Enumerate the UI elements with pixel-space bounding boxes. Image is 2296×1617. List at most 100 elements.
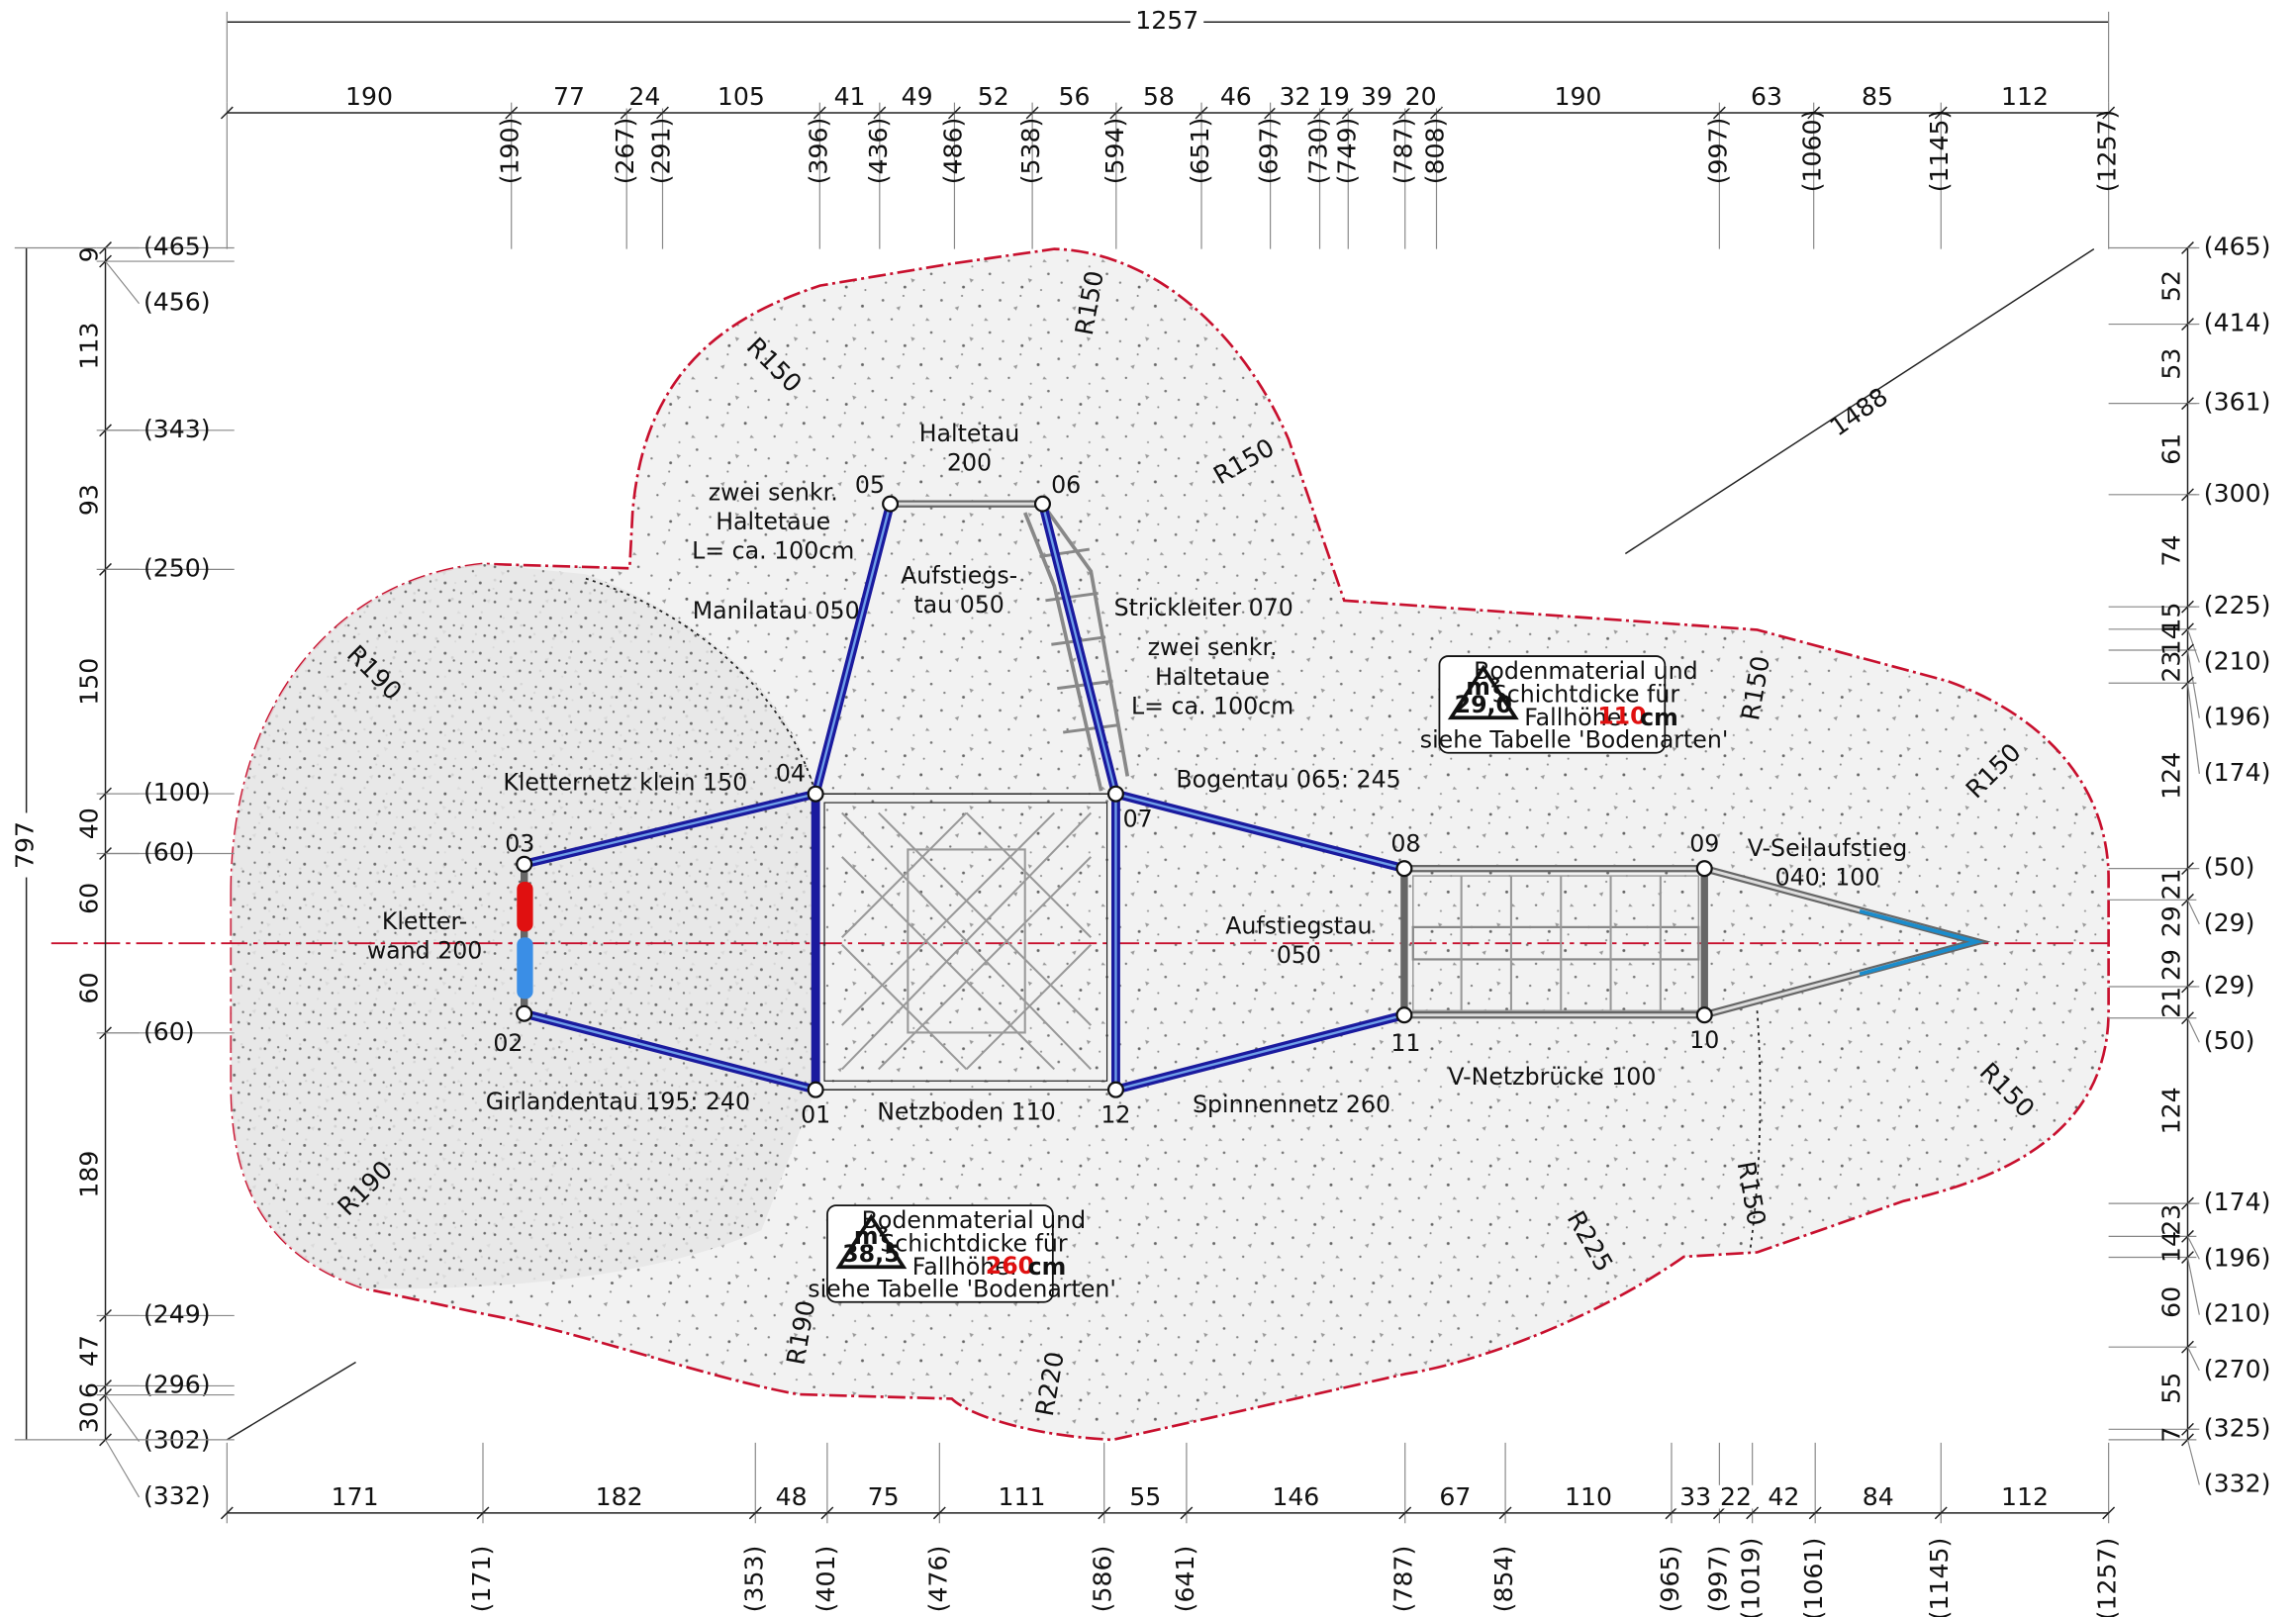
node-label: 11 [1390, 1029, 1420, 1057]
info-frame [826, 1204, 1054, 1303]
tick-slash [620, 106, 633, 120]
dim-ref-label: (1257) [2093, 1538, 2122, 1617]
dim-ref-label: (749) [1332, 118, 1361, 185]
dim-ref-label: (171) [467, 1546, 496, 1613]
label-bg [1275, 1484, 1317, 1509]
dim-ref-label: (291) [647, 118, 676, 185]
node [516, 855, 533, 873]
label-bg [720, 84, 762, 109]
info-triangle [1447, 664, 1519, 720]
tick-slash [948, 106, 961, 120]
component-label: L= ca. 100cm [1131, 692, 1293, 719]
component-label: V-Seilaufstieg [1748, 834, 1908, 862]
dim-ref-label: (100) [144, 778, 211, 807]
dim-label: 20 [1405, 82, 1437, 111]
node [1033, 495, 1051, 513]
dim-label: 124 [2157, 1087, 2186, 1134]
dim-ref-label: (1060) [1798, 110, 1827, 193]
label-bg [598, 1484, 640, 1509]
dim-ref-label: (414) [2204, 309, 2271, 337]
dim-ref-label: (1061) [1799, 1538, 1828, 1617]
info-area: 38,5 [842, 1240, 900, 1268]
info-height-unit: cm [1028, 1253, 1067, 1281]
label-bg [548, 84, 590, 109]
dim-label: 7 [2157, 1427, 2186, 1443]
dim-ref-label: (697) [1255, 118, 1284, 185]
dim-ref-label: (361) [2204, 388, 2271, 417]
tick-slash [813, 106, 826, 120]
dim-ref-label: (29) [2204, 971, 2255, 999]
label-bg [1356, 84, 1397, 109]
dim-ref-label: (249) [144, 1299, 211, 1328]
tick-slash [1398, 106, 1412, 120]
node-label: 10 [1689, 1026, 1719, 1054]
dim-label: 55 [1129, 1482, 1161, 1511]
tick-slash [1712, 106, 1726, 120]
node [1695, 860, 1713, 878]
dim-ref-label: (997) [1703, 1546, 1732, 1613]
component-label: 200 [947, 449, 992, 477]
dim-ref-label: (486) [938, 118, 967, 185]
tick-slash [1180, 1506, 1194, 1520]
node [1106, 785, 1124, 803]
node-label: 12 [1100, 1100, 1130, 1128]
dim-label: 52 [978, 82, 1009, 111]
leader [105, 1439, 141, 1498]
leader [2186, 900, 2200, 925]
component-label: 040: 100 [1775, 864, 1880, 892]
dim-ref-label: (325) [2204, 1413, 2271, 1442]
node-label: 04 [776, 759, 806, 787]
structure [517, 499, 1991, 1094]
radius-label: 1488 [1825, 382, 1893, 441]
node [1106, 1081, 1124, 1098]
dim-ref-label: (997) [1703, 118, 1732, 185]
dim-label: 6 [75, 1382, 104, 1398]
dim-label: 49 [902, 82, 933, 111]
dim-ref-label: (196) [2204, 1243, 2271, 1272]
dim-label: 190 [1554, 82, 1601, 111]
dim-label: 56 [1058, 82, 1090, 111]
leader [2186, 683, 2200, 774]
dim-ref-label: (730) [1304, 118, 1333, 185]
info-triangle [835, 1213, 908, 1270]
dim-label: 93 [75, 484, 104, 516]
info-area: 29,0 [1455, 691, 1512, 718]
component-label: tau 050 [913, 591, 1004, 618]
component-label: zwei senkr. [709, 478, 838, 506]
dim-label: 77 [553, 82, 585, 111]
dim-label: 52 [2157, 270, 2186, 302]
bridge [1411, 875, 1700, 1011]
node [807, 1081, 824, 1098]
label-bg [1001, 1484, 1043, 1509]
tick-slash [932, 1506, 946, 1520]
component-label: Manilatau 050 [693, 597, 860, 624]
node-label: 02 [493, 1029, 523, 1057]
dim-label: 63 [1751, 82, 1782, 111]
label-bg [770, 1484, 813, 1509]
component-label: Haltetaue [716, 508, 830, 535]
dim-ref-label: (396) [804, 118, 832, 185]
leader [2186, 628, 2200, 663]
component-label: Haltetau [919, 420, 1019, 447]
dim-ref-label: (1019) [1737, 1538, 1766, 1617]
leader [2186, 1257, 2200, 1315]
dim-label: 29 [2157, 905, 2186, 937]
tick-slash [1665, 1506, 1678, 1520]
tick-slash [1430, 106, 1443, 120]
tick-slash [220, 106, 234, 120]
info-height: 110 [1597, 703, 1646, 730]
dim-ref-label: (300) [2204, 479, 2271, 508]
leader [2186, 649, 2200, 718]
dim-label: 29 [2157, 949, 2186, 981]
label-bg [1715, 1484, 1757, 1509]
label-bg [1746, 84, 1787, 109]
dim-label: 53 [2157, 348, 2186, 380]
dim-ref-label: (787) [1389, 1546, 1418, 1613]
dim-ref-label: (332) [2204, 1470, 2271, 1498]
leader [105, 1394, 141, 1443]
node [807, 785, 824, 803]
dim-ref-label: (465) [2204, 232, 2271, 260]
dim-total: 797 [11, 821, 40, 869]
dim-label: 33 [1679, 1482, 1711, 1511]
tick-slash [1341, 106, 1355, 120]
